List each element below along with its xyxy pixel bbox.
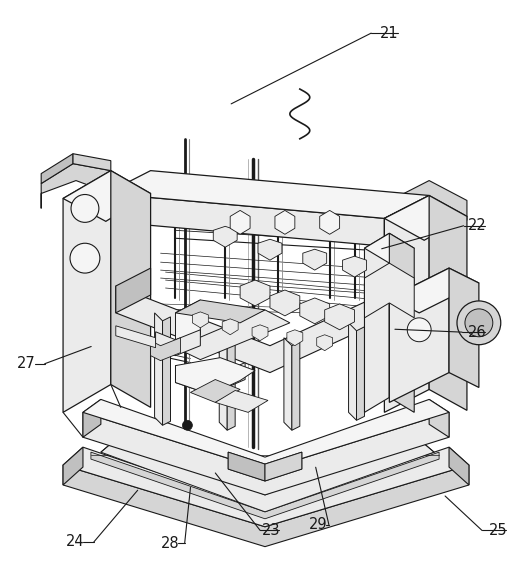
Circle shape: [70, 243, 100, 273]
Polygon shape: [316, 335, 332, 351]
Polygon shape: [429, 195, 467, 410]
Circle shape: [71, 194, 99, 223]
Polygon shape: [228, 452, 302, 481]
Polygon shape: [191, 380, 240, 402]
Text: 29: 29: [309, 517, 328, 532]
Polygon shape: [364, 234, 389, 412]
Polygon shape: [219, 338, 227, 430]
Circle shape: [407, 318, 431, 342]
Polygon shape: [300, 298, 330, 324]
Polygon shape: [175, 300, 200, 348]
Polygon shape: [41, 154, 73, 184]
Text: 27: 27: [18, 356, 36, 371]
Polygon shape: [342, 256, 366, 277]
Text: 22: 22: [467, 218, 486, 234]
Polygon shape: [429, 399, 449, 437]
Polygon shape: [275, 210, 295, 234]
Polygon shape: [287, 330, 303, 346]
Polygon shape: [106, 194, 384, 246]
Polygon shape: [228, 452, 265, 481]
Polygon shape: [63, 465, 469, 547]
Polygon shape: [222, 319, 238, 335]
Polygon shape: [63, 171, 151, 221]
Polygon shape: [106, 171, 429, 218]
Polygon shape: [284, 338, 292, 430]
Polygon shape: [265, 452, 302, 481]
Polygon shape: [73, 154, 111, 171]
Polygon shape: [192, 312, 208, 328]
Polygon shape: [320, 210, 340, 234]
Polygon shape: [389, 268, 449, 402]
Polygon shape: [240, 280, 270, 306]
Polygon shape: [356, 327, 364, 420]
Polygon shape: [156, 330, 200, 355]
Text: 21: 21: [380, 25, 399, 40]
Text: 25: 25: [489, 523, 507, 538]
Polygon shape: [116, 268, 151, 313]
Polygon shape: [303, 249, 327, 270]
Polygon shape: [41, 164, 111, 209]
Polygon shape: [364, 283, 384, 320]
Polygon shape: [116, 326, 156, 348]
Polygon shape: [389, 268, 479, 313]
Polygon shape: [270, 290, 300, 316]
Polygon shape: [111, 171, 151, 407]
Polygon shape: [449, 447, 469, 485]
Polygon shape: [292, 342, 300, 430]
Text: 24: 24: [66, 535, 84, 550]
Polygon shape: [364, 263, 414, 318]
Polygon shape: [230, 210, 250, 234]
Polygon shape: [324, 304, 355, 330]
Polygon shape: [175, 358, 255, 394]
Polygon shape: [389, 234, 414, 412]
Circle shape: [183, 420, 192, 430]
Polygon shape: [151, 338, 181, 361]
Polygon shape: [252, 325, 268, 340]
Polygon shape: [83, 399, 101, 437]
Circle shape: [457, 301, 501, 344]
Polygon shape: [63, 171, 111, 412]
Polygon shape: [63, 447, 83, 485]
Text: 26: 26: [467, 325, 486, 340]
Text: 23: 23: [262, 523, 280, 538]
Polygon shape: [213, 227, 237, 247]
Circle shape: [465, 309, 493, 337]
Polygon shape: [258, 239, 282, 260]
Polygon shape: [348, 323, 356, 420]
Circle shape: [436, 270, 462, 296]
Polygon shape: [175, 362, 245, 394]
Polygon shape: [91, 452, 439, 519]
Polygon shape: [162, 317, 170, 425]
Polygon shape: [449, 268, 479, 387]
Polygon shape: [155, 313, 162, 425]
Polygon shape: [384, 195, 429, 412]
Polygon shape: [227, 342, 235, 430]
Polygon shape: [215, 391, 268, 412]
Polygon shape: [101, 435, 434, 512]
Polygon shape: [384, 195, 467, 240]
Polygon shape: [83, 399, 449, 470]
Polygon shape: [384, 180, 467, 223]
Text: 28: 28: [161, 536, 179, 551]
Polygon shape: [364, 234, 414, 263]
Polygon shape: [175, 310, 290, 360]
Polygon shape: [83, 412, 449, 495]
Polygon shape: [175, 300, 265, 323]
Polygon shape: [63, 447, 469, 527]
Polygon shape: [116, 286, 384, 373]
